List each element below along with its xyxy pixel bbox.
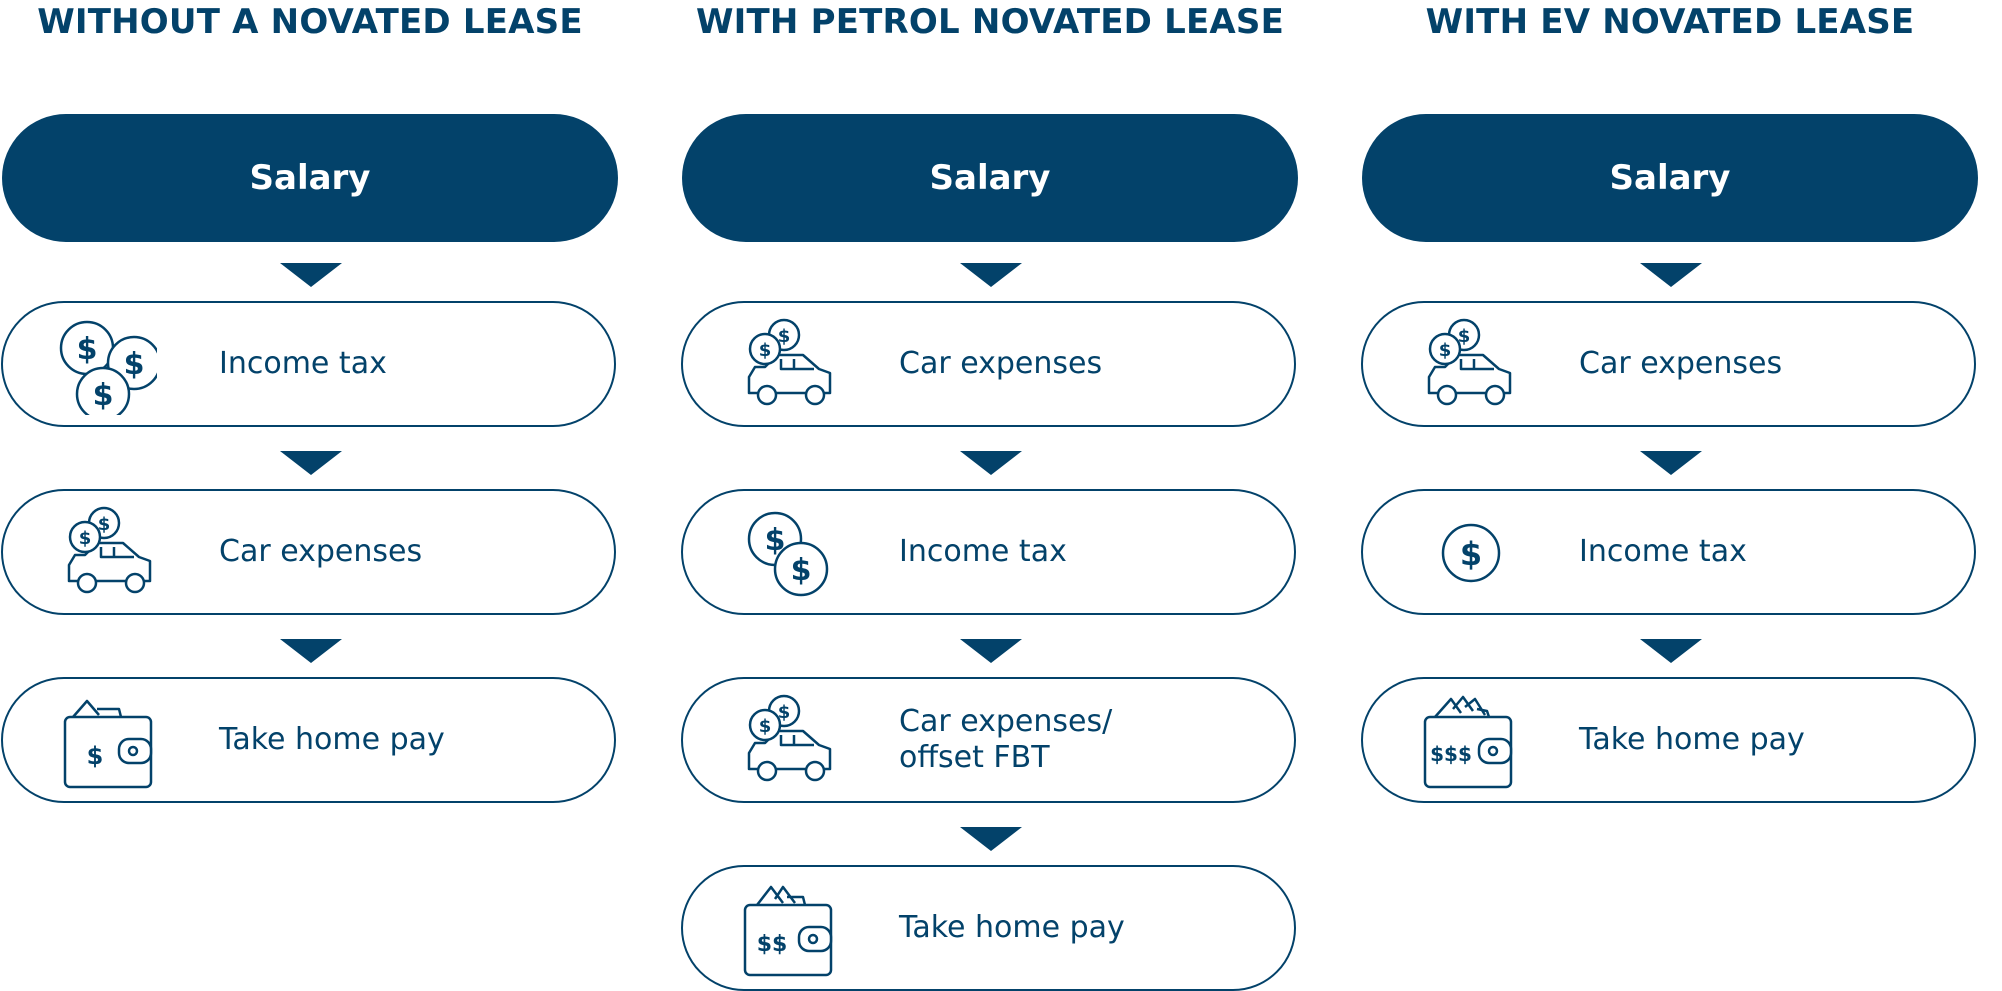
arrow-down-icon xyxy=(960,639,1022,663)
step-car-expenses: $ $ Car expenses xyxy=(1361,301,1976,427)
step-label: Take home pay xyxy=(219,722,445,757)
salary-box: Salary xyxy=(682,114,1298,242)
arrow-down-icon xyxy=(960,263,1022,287)
svg-text:$: $ xyxy=(1460,535,1482,573)
svg-text:$: $ xyxy=(98,514,111,535)
column-title: WITHOUT A NOVATED LEASE xyxy=(37,2,583,42)
arrow-down-icon xyxy=(1640,451,1702,475)
svg-text:$: $ xyxy=(759,716,772,737)
salary-box: Salary xyxy=(1362,114,1978,242)
step-label: Car expenses xyxy=(219,534,423,569)
step-label: Take home pay xyxy=(899,910,1125,945)
svg-text:$: $ xyxy=(1458,326,1471,347)
salary-label: Salary xyxy=(929,158,1051,198)
step-car-expenses: $ $ Car expenses xyxy=(1,489,616,615)
svg-text:$: $ xyxy=(1439,340,1452,361)
svg-text:$: $ xyxy=(79,528,92,549)
wallet-one-dollar-icon: $ xyxy=(63,699,153,789)
svg-text:$: $ xyxy=(759,340,772,361)
svg-text:$: $ xyxy=(778,326,791,347)
step-label: Car expenses xyxy=(899,346,1103,381)
step-income-tax: $ $ $ Income tax xyxy=(1,301,616,427)
arrow-down-icon xyxy=(960,827,1022,851)
svg-text:$: $ xyxy=(77,332,98,367)
wallet-two-dollar-icon: $$ xyxy=(743,885,833,977)
column-title: WITH PETROL NOVATED LEASE xyxy=(695,2,1285,42)
arrow-down-icon xyxy=(1640,263,1702,287)
arrow-down-icon xyxy=(280,639,342,663)
three-coins-icon: $ $ $ xyxy=(59,320,157,415)
svg-text:$$$: $$$ xyxy=(1430,742,1472,766)
wallet-three-dollar-icon: $$$ xyxy=(1423,695,1513,789)
step-take-home-pay: $$ Take home pay xyxy=(681,865,1296,991)
svg-text:$$: $$ xyxy=(757,932,788,957)
column-title: WITH EV NOVATED LEASE xyxy=(1425,2,1915,42)
step-label: Car expenses xyxy=(1579,346,1783,381)
svg-text:$: $ xyxy=(778,702,791,723)
step-label: Income tax xyxy=(1579,534,1747,569)
step-income-tax: $ $ Income tax xyxy=(681,489,1296,615)
car-with-coins-icon: $ $ xyxy=(747,694,832,782)
salary-label: Salary xyxy=(249,158,371,198)
svg-text:$: $ xyxy=(93,378,114,413)
salary-box: Salary xyxy=(2,114,618,242)
single-coin-icon: $ xyxy=(1441,523,1501,583)
step-label: Income tax xyxy=(219,346,387,381)
column-without-novated-lease: WITHOUT A NOVATED LEASE Salary $ $ $ Inc… xyxy=(0,0,620,979)
step-label: Car expenses/ offset FBT xyxy=(899,704,1113,775)
car-with-coins-icon: $ $ xyxy=(1427,318,1512,406)
column-ev-novated-lease: WITH EV NOVATED LEASE Salary $ $ Car exp… xyxy=(1360,0,1980,979)
arrow-down-icon xyxy=(280,263,342,287)
svg-text:$: $ xyxy=(791,553,812,588)
step-income-tax: $ Income tax xyxy=(1361,489,1976,615)
step-take-home-pay: $$$ Take home pay xyxy=(1361,677,1976,803)
step-label: Income tax xyxy=(899,534,1067,569)
arrow-down-icon xyxy=(1640,639,1702,663)
column-petrol-novated-lease: WITH PETROL NOVATED LEASE Salary $ $ Car… xyxy=(680,0,1300,991)
arrow-down-icon xyxy=(280,451,342,475)
step-car-expenses-offset-fbt: $ $ Car expenses/ offset FBT xyxy=(681,677,1296,803)
step-label: Take home pay xyxy=(1579,722,1805,757)
svg-text:$: $ xyxy=(124,347,145,382)
svg-text:$: $ xyxy=(87,742,104,770)
step-take-home-pay: $ Take home pay xyxy=(1,677,616,803)
svg-text:$: $ xyxy=(765,523,786,558)
car-with-coins-icon: $ $ xyxy=(67,506,152,594)
two-coins-icon: $ $ xyxy=(747,511,829,597)
step-car-expenses: $ $ Car expenses xyxy=(681,301,1296,427)
salary-label: Salary xyxy=(1609,158,1731,198)
car-with-coins-icon: $ $ xyxy=(747,318,832,406)
arrow-down-icon xyxy=(960,451,1022,475)
